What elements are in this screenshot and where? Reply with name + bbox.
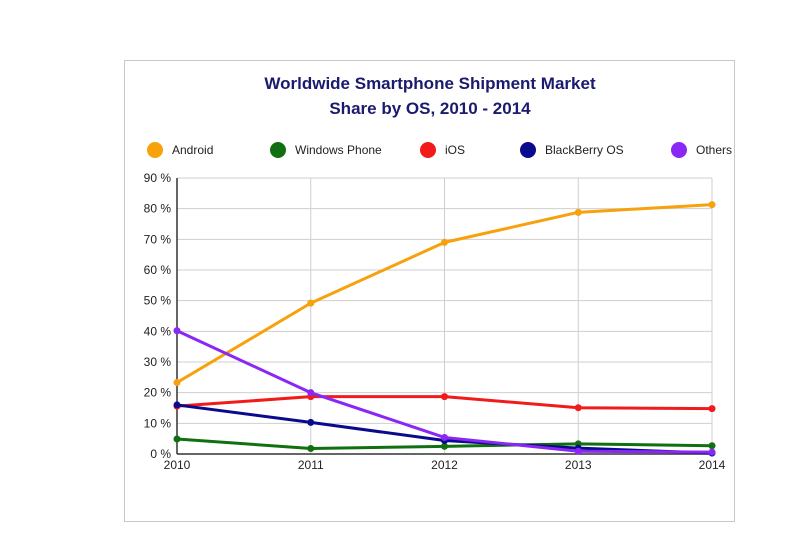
x-tick-label-0: 2010 [164,458,191,472]
legend: Android Windows Phone iOS BlackBerry OS Othe… [147,142,732,158]
x-tick-label-2: 2012 [431,458,458,472]
chart-title: Worldwide Smartphone Shipment Market Sha… [264,74,596,118]
y-tick-label-4: 40 % [144,324,172,338]
y-tick-label-8: 80 % [144,202,172,216]
data-point-ios-2 [441,393,448,401]
data-point-windows-phone-4 [708,442,716,450]
data-point-android-2 [441,238,448,246]
y-tick-label-2: 20 % [144,386,172,400]
y-tick-label-9: 90 % [144,171,172,185]
data-point-blackberry-os-0 [173,401,181,409]
data-point-others-3 [574,447,582,455]
data-point-others-4 [708,448,716,456]
x-tick-label-4: 2014 [699,458,726,472]
data-point-windows-phone-0 [173,435,181,443]
grid [176,177,713,455]
data-point-android-1 [307,299,315,307]
y-tick-label-3: 30 % [144,355,172,369]
legend-label-3: BlackBerry OS [545,143,624,157]
legend-label-0: Android [172,143,213,157]
title-line-2: Share by OS, 2010 - 2014 [329,99,531,118]
data-point-android-3 [574,208,582,216]
legend-marker-3 [520,142,536,158]
data-point-others-1 [307,389,315,397]
legend-marker-1 [270,142,286,158]
data-point-android-4 [708,201,716,209]
data-point-windows-phone-2 [441,442,448,450]
x-axis: 2010 2011 2012 2013 2014 [164,453,726,472]
data-point-windows-phone-1 [307,444,315,452]
legend-label-2: iOS [445,143,465,157]
y-tick-label-1: 10 % [144,416,172,430]
data-point-others-2 [441,433,448,441]
y-tick-label-7: 70 % [144,232,172,246]
y-axis: 0 % 10 % 20 % 30 % 40 % 50 % 60 % 70 % 80 % 90 % [144,171,178,461]
y-tick-label-0: 0 % [150,447,171,461]
series-lines [173,201,716,457]
chart-container: Worldwide Smartphone Shipment Market Sha… [124,60,735,522]
y-tick-label-5: 50 % [144,294,172,308]
data-point-blackberry-os-1 [307,418,315,426]
legend-marker-0 [147,142,163,158]
data-point-others-0 [173,327,181,335]
y-tick-label-6: 60 % [144,263,172,277]
legend-label-1: Windows Phone [295,143,382,157]
x-tick-label-3: 2013 [565,458,592,472]
title-line-1: Worldwide Smartphone Shipment Market [264,74,596,93]
legend-marker-4 [671,142,687,158]
data-point-ios-4 [708,405,716,413]
legend-marker-2 [420,142,436,158]
legend-label-4: Others [696,143,732,157]
data-point-ios-3 [574,404,582,412]
x-tick-label-1: 2011 [298,458,324,472]
data-point-android-0 [173,379,181,387]
chart-svg: Worldwide Smartphone Shipment Market Sha… [144,74,732,472]
